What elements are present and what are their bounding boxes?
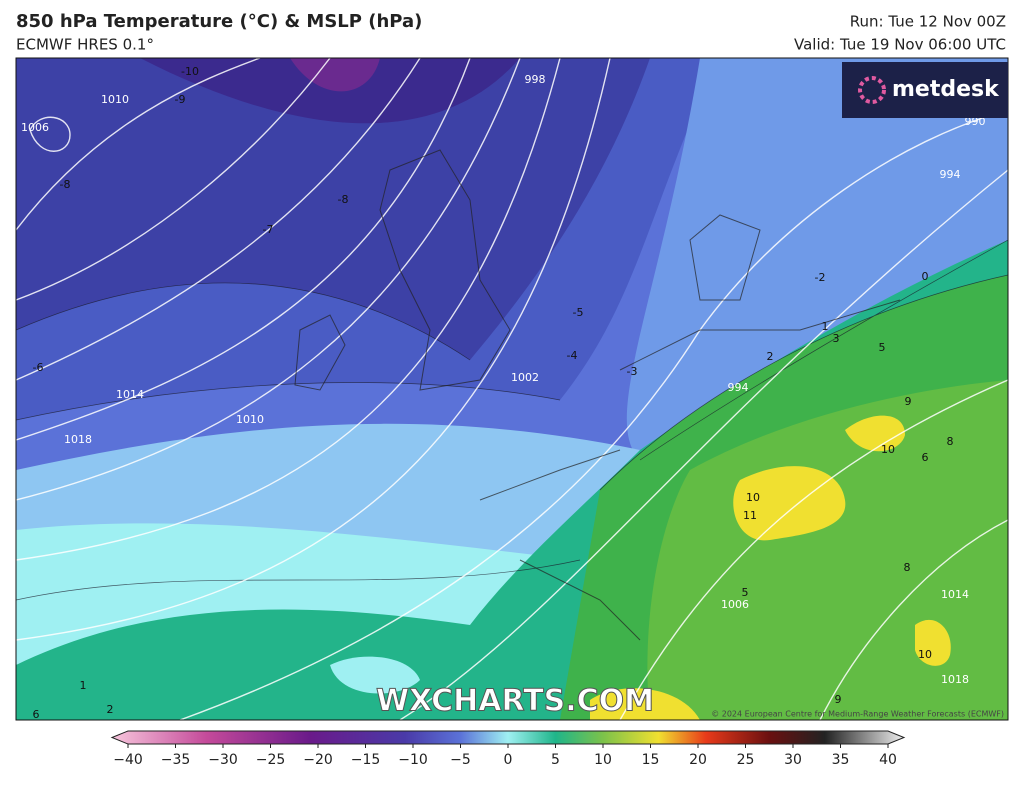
map-frame [15, 57, 1009, 721]
temperature-label: 8 [904, 561, 911, 574]
temperature-label: -7 [263, 223, 274, 236]
run-time: Run: Tue 12 Nov 00Z [850, 13, 1006, 31]
title: 850 hPa Temperature (°C) & MSLP (hPa) [16, 11, 422, 32]
isobar-label: 990 [965, 115, 986, 128]
temperature-label: -8 [60, 178, 71, 191]
temp-region [16, 58, 650, 360]
temperature-label: -10 [181, 65, 199, 78]
isobar-label: 994 [940, 168, 961, 181]
isobar-label: 1010 [101, 93, 129, 106]
temperature-label: 9 [835, 693, 842, 706]
map: 1010100699810021014101810109949909941006… [16, 58, 1008, 721]
isobar-label: 994 [728, 381, 749, 394]
temperature-label: -8 [338, 193, 349, 206]
isobar-label: 1018 [941, 673, 969, 686]
colorbar-tick-label: 25 [737, 752, 755, 768]
temperature-label: -9 [175, 93, 186, 106]
colorbar-tick-label: 0 [504, 752, 513, 768]
temp-region [330, 656, 420, 694]
isobar-label: 1006 [721, 598, 749, 611]
isobar-label: 1014 [116, 388, 144, 401]
colorbar-tick-label: 40 [879, 752, 897, 768]
temperature-label: 2 [767, 350, 774, 363]
temperature-label: 8 [947, 435, 954, 448]
temp-region [140, 58, 520, 124]
warm-spot [915, 619, 951, 666]
temperature-contour [16, 239, 1008, 601]
temperature-label: -3 [627, 365, 638, 378]
temperature-label: -6 [33, 361, 44, 374]
isobar-label: 998 [525, 73, 546, 86]
temperature-label: 6 [33, 708, 40, 721]
colorbar-tick-label: −20 [303, 752, 333, 768]
isobar-label: 1014 [941, 588, 969, 601]
colorbar [110, 730, 906, 745]
colorbar-tick-label: 10 [594, 752, 612, 768]
temperature-label: 10 [918, 648, 932, 661]
isobar-label: 1010 [236, 413, 264, 426]
logo-icon [858, 76, 886, 104]
colorbar-tick-label: 20 [689, 752, 707, 768]
logo-box [842, 62, 1008, 118]
temp-region [290, 58, 380, 92]
watermark: WXCHARTS.COM [376, 684, 654, 719]
isobar [16, 58, 1008, 720]
colorbar-tick-label: −35 [161, 752, 191, 768]
temperature-label: -2 [815, 271, 826, 284]
warm-spot [733, 466, 846, 541]
temperature-label: 10 [881, 443, 895, 456]
temperature-label: 2 [107, 703, 114, 716]
colorbar-tick-label: −10 [398, 752, 428, 768]
temperature-label: 3 [833, 332, 840, 345]
temperature-label: 5 [879, 341, 886, 354]
subtitle: ECMWF HRES 0.1° [16, 36, 154, 54]
colorbar-tick-label: −5 [450, 752, 471, 768]
temperature-label: 9 [905, 395, 912, 408]
isobar-label: 1018 [64, 433, 92, 446]
colorbar-tick-label: −25 [256, 752, 286, 768]
temperature-label: 1 [80, 679, 87, 692]
copyright: © 2024 European Centre for Medium-Range … [711, 710, 1004, 719]
isobar-label: 1006 [21, 121, 49, 134]
temperature-label: 6 [922, 451, 929, 464]
temperature-label: 1 [822, 320, 829, 333]
temperature-label: 0 [922, 270, 929, 283]
temperature-label: 11 [743, 509, 757, 522]
valid-time: Valid: Tue 19 Nov 06:00 UTC [794, 36, 1006, 54]
colorbar-tick-label: 5 [551, 752, 560, 768]
colorbar-tick-label: 30 [784, 752, 802, 768]
temperature-label: 10 [746, 491, 760, 504]
colorbar-tick-label: −40 [113, 752, 143, 768]
temperature-label: -4 [567, 349, 578, 362]
warm-spot [590, 688, 700, 720]
isobar-label: 1002 [511, 371, 539, 384]
temp-region [626, 58, 1008, 460]
colorbar-tick-label: 15 [642, 752, 660, 768]
colorbar-tick-label: −15 [351, 752, 381, 768]
temperature-label: 5 [742, 586, 749, 599]
coastline [294, 149, 901, 641]
temperature-label: -5 [573, 306, 584, 319]
colorbar-tick-label: −30 [208, 752, 238, 768]
colorbar-tick-label: 35 [832, 752, 850, 768]
logo-text: metdesk [892, 77, 1000, 102]
warm-spot [845, 415, 905, 452]
